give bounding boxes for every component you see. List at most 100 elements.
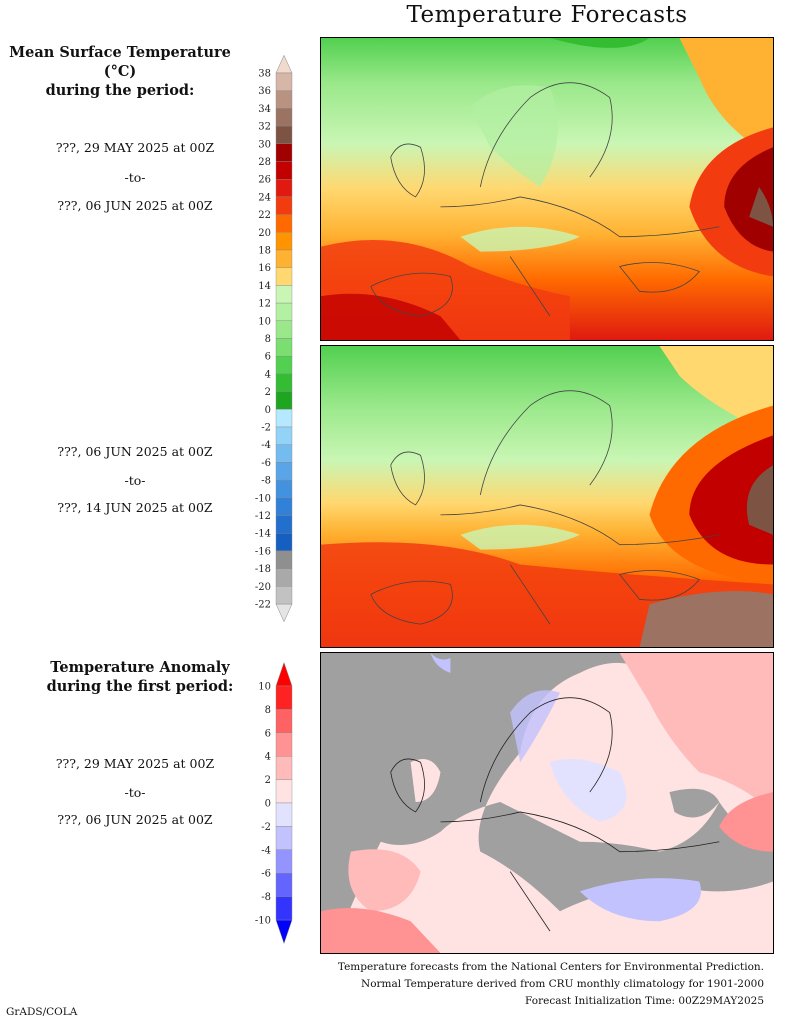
mean-temp-colorbar-tick-label: 14 <box>258 281 271 292</box>
mean-temp-colorbar-tick-label: 30 <box>258 139 271 150</box>
mean-temp-heading-line2: during the period: <box>45 82 195 99</box>
mean-temp-colorbar-tick-label: -2 <box>261 423 271 434</box>
mean-temp-colorbar-over-triangle <box>275 54 293 74</box>
map-mean-temp-period2 <box>320 345 774 648</box>
period1-to: ???, 06 JUN 2025 at 00Z <box>57 198 213 213</box>
mean-temp-colorbar-tick-label: -8 <box>261 476 271 487</box>
anomaly-colorbar-swatch <box>275 872 293 897</box>
mean-temp-colorbar-tick-label: 6 <box>265 352 271 363</box>
anomaly-period-to: ???, 06 JUN 2025 at 00Z <box>57 812 213 827</box>
mean-temp-colorbar-tick-label: 24 <box>258 192 271 203</box>
anomaly-colorbar-tick-label: -6 <box>261 869 271 880</box>
mean-temp-colorbar-tick-label: -22 <box>255 600 271 611</box>
mean-temp-colorbar-tick-label: 12 <box>258 299 271 310</box>
period2-from: ???, 06 JUN 2025 at 00Z <box>57 444 213 459</box>
mean-temp-colorbar-tick-label: 18 <box>258 246 271 257</box>
anomaly-period-from: ???, 29 MAY 2025 at 00Z <box>55 756 215 771</box>
anomaly-colorbar-tick-label: -2 <box>261 822 271 833</box>
mean-temp-colorbar-tick-label: 2 <box>265 387 271 398</box>
mean-temp-colorbar-swatch <box>275 515 293 534</box>
anomaly-colorbar-tick-label: 6 <box>265 728 271 739</box>
anomaly-colorbar-tick-label: 2 <box>265 775 271 786</box>
anomaly-colorbar-over-triangle <box>275 661 293 687</box>
mean-temp-colorbar-swatch <box>275 462 293 481</box>
mean-temp-colorbar-tick-label: 20 <box>258 228 271 239</box>
mean-temp-colorbar-tick-label: 34 <box>258 104 271 115</box>
anomaly-colorbar-tick-label: 10 <box>258 682 271 693</box>
mean-temp-colorbar-swatch <box>275 568 293 587</box>
mean-temp-colorbar-tick-label: -16 <box>255 546 271 557</box>
mean-temp-colorbar-swatch <box>275 125 293 144</box>
anomaly-colorbar-tick-label: 4 <box>265 752 271 763</box>
anomaly-colorbar-swatch <box>275 755 293 780</box>
mean-temp-colorbar-tick-label: 22 <box>258 210 271 221</box>
period2-sep: -to- <box>124 473 146 488</box>
anomaly-colorbar-under-triangle <box>275 919 293 945</box>
map-mean-temp-period1 <box>320 37 774 341</box>
mean-temp-colorbar-tick-label: -14 <box>255 529 271 540</box>
mean-temp-colorbar-swatch <box>275 285 293 304</box>
mean-temp-colorbar-swatch <box>275 249 293 268</box>
anomaly-heading-line1: Temperature Anomaly <box>50 659 230 676</box>
map-temp-anomaly <box>320 652 774 954</box>
mean-temp-colorbar-swatch <box>275 533 293 552</box>
mean-temp-colorbar-under-triangle <box>275 603 293 623</box>
mean-temp-colorbar-swatch <box>275 267 293 286</box>
mean-temp-colorbar-tick-label: -18 <box>255 564 271 575</box>
mean-temp-colorbar-tick-label: 10 <box>258 316 271 327</box>
mean-temp-colorbar-swatch <box>275 586 293 605</box>
mean-temp-colorbar-swatch <box>275 72 293 91</box>
mean-temp-heading: Mean Surface Temperature (°C) during the… <box>0 43 240 100</box>
period1-from: ???, 29 MAY 2025 at 00Z <box>55 140 215 155</box>
period1-sep: -to- <box>124 170 146 185</box>
mean-temp-colorbar-tick-label: -20 <box>255 582 271 593</box>
mean-temp-colorbar-tick-label: -10 <box>255 493 271 504</box>
anomaly-heading: Temperature Anomaly during the first per… <box>0 658 280 696</box>
mean-temp-colorbar-tick-label: -6 <box>261 458 271 469</box>
mean-temp-heading-line1: Mean Surface Temperature (°C) <box>9 44 231 80</box>
anomaly-period-sep: -to- <box>124 785 146 800</box>
mean-temp-colorbar-swatch <box>275 320 293 339</box>
mean-temp-colorbar-tick-label: 8 <box>265 334 271 345</box>
mean-temp-colorbar-swatch <box>275 479 293 499</box>
mean-temp-colorbar-tick-label: -12 <box>255 511 271 522</box>
mean-temp-colorbar-swatch <box>275 444 293 463</box>
anomaly-colorbar-tick-label: 8 <box>265 705 271 716</box>
mean-temp-colorbar-tick-label: 32 <box>258 122 271 133</box>
mean-temp-colorbar-swatch <box>275 426 293 445</box>
mean-temp-colorbar-swatch <box>275 497 293 516</box>
mean-temp-colorbar-swatch <box>275 338 293 357</box>
mean-temp-colorbar-swatch <box>275 108 293 127</box>
anomaly-colorbar-swatch <box>275 802 293 827</box>
anomaly-colorbar-swatch <box>275 685 293 710</box>
mean-temp-colorbar-tick-label: 0 <box>265 405 271 416</box>
mean-temp-colorbar-swatch <box>275 391 293 410</box>
mean-temp-colorbar-swatch <box>275 302 293 322</box>
anomaly-colorbar-swatch <box>275 896 293 921</box>
mean-temp-colorbar-tick-label: 28 <box>258 157 271 168</box>
mean-temp-colorbar-swatch <box>275 214 293 233</box>
mean-temp-colorbar-swatch <box>275 550 293 569</box>
anomaly-colorbar-swatch <box>275 826 293 850</box>
mean-temp-colorbar-swatch <box>275 196 293 215</box>
mean-temp-colorbar-tick-label: 36 <box>258 86 271 97</box>
anomaly-colorbar-swatch <box>275 849 293 874</box>
mean-temp-colorbar: 38363432302826242220181614121086420-2-4-… <box>255 54 293 623</box>
anomaly-colorbar-swatch <box>275 709 293 734</box>
credit-line2: Normal Temperature derived from CRU mont… <box>361 978 764 990</box>
mean-temp-colorbar-swatch <box>275 143 293 162</box>
anomaly-colorbar-tick-label: -4 <box>261 845 271 856</box>
mean-temp-colorbar-tick-label: 26 <box>258 175 271 186</box>
mean-temp-colorbar-tick-label: 16 <box>258 263 271 274</box>
mean-temp-colorbar-swatch <box>275 373 293 392</box>
mean-temp-colorbar-swatch <box>275 90 293 109</box>
software-credit: GrADS/COLA <box>6 1006 78 1018</box>
anomaly-colorbar-tick-label: -10 <box>255 916 271 927</box>
mean-temp-colorbar-swatch <box>275 161 293 180</box>
mean-temp-colorbar-tick-label: 38 <box>258 69 271 80</box>
mean-temp-colorbar-swatch <box>275 356 293 375</box>
mean-temp-colorbar-tick-label: 4 <box>265 369 271 380</box>
anomaly-colorbar-tick-label: 0 <box>265 799 271 810</box>
figure-title: Temperature Forecasts <box>406 2 688 28</box>
anomaly-colorbar-tick-label: -8 <box>261 892 271 903</box>
